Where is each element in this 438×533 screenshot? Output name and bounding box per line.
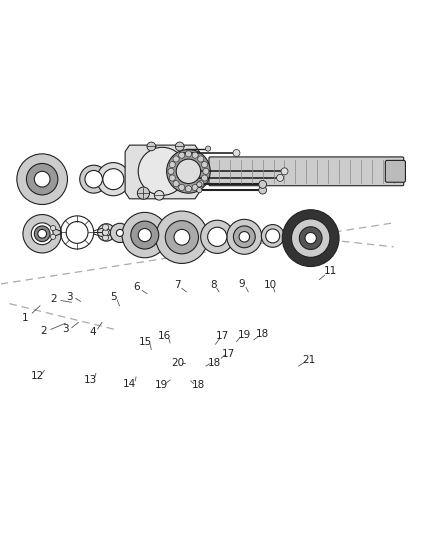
Circle shape [175, 142, 184, 151]
Circle shape [197, 182, 202, 187]
Circle shape [38, 229, 46, 238]
Text: 3: 3 [66, 292, 73, 302]
Circle shape [198, 156, 204, 162]
Circle shape [85, 171, 102, 188]
Circle shape [50, 234, 56, 239]
Text: 17: 17 [222, 349, 235, 359]
Circle shape [147, 142, 155, 151]
Circle shape [208, 227, 227, 246]
Circle shape [205, 146, 211, 151]
Text: 14: 14 [123, 378, 136, 389]
Circle shape [291, 219, 330, 257]
Circle shape [80, 165, 108, 193]
Text: 9: 9 [239, 279, 245, 289]
Circle shape [201, 175, 208, 181]
Circle shape [259, 186, 267, 194]
Text: 1: 1 [21, 313, 28, 323]
Circle shape [50, 225, 56, 231]
Circle shape [98, 224, 115, 241]
Circle shape [97, 163, 130, 196]
Circle shape [198, 181, 204, 187]
Circle shape [169, 161, 175, 168]
Circle shape [185, 185, 191, 192]
Circle shape [281, 168, 288, 175]
Circle shape [102, 235, 109, 241]
Text: 3: 3 [62, 325, 69, 334]
Circle shape [179, 184, 185, 190]
Circle shape [154, 190, 164, 200]
Circle shape [197, 188, 202, 193]
Circle shape [102, 224, 109, 230]
Circle shape [227, 220, 262, 254]
Text: 4: 4 [89, 327, 95, 337]
Circle shape [185, 151, 191, 157]
Circle shape [266, 229, 280, 243]
Text: 8: 8 [210, 280, 217, 290]
Circle shape [103, 169, 124, 190]
Text: 13: 13 [84, 375, 97, 385]
Circle shape [138, 187, 150, 199]
Circle shape [203, 168, 209, 174]
FancyBboxPatch shape [385, 160, 406, 182]
Circle shape [176, 159, 201, 183]
Circle shape [166, 149, 210, 193]
Circle shape [17, 154, 67, 205]
Circle shape [34, 171, 50, 187]
Circle shape [233, 226, 255, 248]
Circle shape [192, 152, 198, 158]
Text: 18: 18 [208, 358, 221, 368]
Circle shape [155, 211, 208, 263]
Circle shape [117, 229, 124, 236]
Circle shape [110, 223, 130, 243]
FancyBboxPatch shape [209, 157, 404, 185]
Circle shape [201, 220, 234, 253]
Text: 5: 5 [110, 292, 117, 302]
Text: 20: 20 [171, 358, 184, 368]
Text: 15: 15 [139, 337, 152, 346]
Text: 19: 19 [238, 330, 251, 341]
Text: 10: 10 [264, 280, 277, 290]
Circle shape [168, 168, 174, 174]
Text: 21: 21 [302, 356, 315, 365]
Circle shape [233, 149, 240, 157]
Circle shape [131, 221, 159, 249]
Circle shape [179, 152, 185, 158]
Circle shape [165, 221, 198, 254]
Text: 12: 12 [31, 370, 44, 381]
Text: 19: 19 [155, 380, 168, 390]
Circle shape [138, 229, 151, 241]
Text: 7: 7 [174, 280, 181, 290]
Polygon shape [125, 145, 199, 199]
Circle shape [102, 229, 110, 236]
Circle shape [169, 175, 175, 181]
Circle shape [173, 156, 179, 162]
Circle shape [26, 164, 58, 195]
Circle shape [192, 184, 198, 190]
Circle shape [201, 161, 208, 168]
Circle shape [31, 223, 53, 245]
Text: 18: 18 [256, 329, 269, 339]
Text: 11: 11 [324, 266, 337, 276]
Circle shape [23, 215, 61, 253]
Circle shape [299, 227, 322, 249]
Text: 17: 17 [216, 332, 229, 341]
Circle shape [259, 181, 267, 188]
Text: 18: 18 [191, 380, 205, 390]
Circle shape [102, 229, 109, 236]
Circle shape [138, 147, 186, 195]
Circle shape [122, 212, 167, 258]
Circle shape [261, 224, 284, 247]
Circle shape [305, 232, 316, 244]
Text: 6: 6 [134, 282, 140, 293]
Circle shape [174, 229, 190, 245]
Circle shape [283, 210, 339, 266]
Circle shape [239, 231, 250, 242]
Text: 2: 2 [50, 294, 57, 304]
Text: 16: 16 [158, 332, 171, 341]
Text: 2: 2 [40, 326, 47, 336]
Circle shape [277, 174, 284, 181]
Circle shape [34, 226, 50, 241]
Circle shape [173, 181, 179, 187]
